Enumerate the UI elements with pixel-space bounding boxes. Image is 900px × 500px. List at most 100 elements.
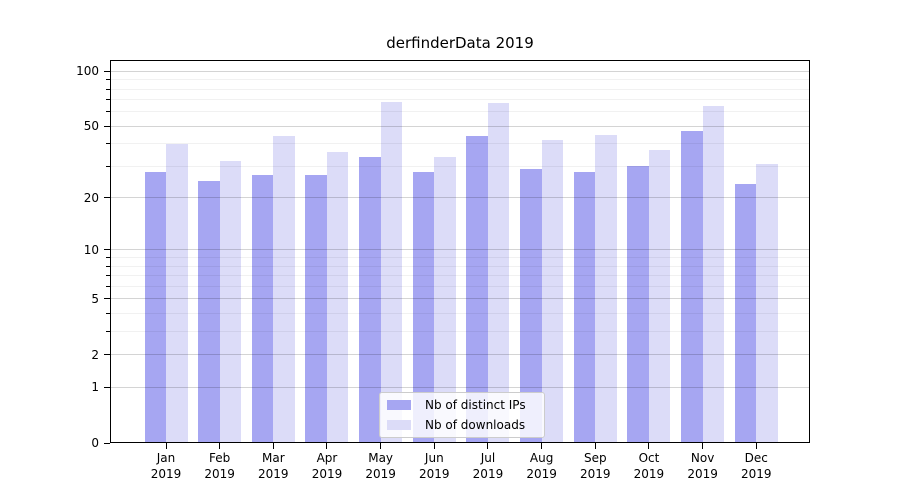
legend: Nb of distinct IPs Nb of downloads <box>379 392 545 438</box>
x-tick-label-month: Aug <box>529 451 554 465</box>
bar-distinct-ips <box>198 180 220 442</box>
x-tick-label-month: Jun <box>424 451 444 465</box>
bar-downloads <box>380 101 403 442</box>
x-tick-label-month: Apr <box>316 451 338 465</box>
x-tick-label-month: Sep <box>583 451 607 465</box>
legend-swatch-distinct-ips <box>387 400 411 411</box>
y-minor-tick <box>106 99 110 101</box>
x-tick <box>165 443 167 449</box>
x-tick-label-year: 2019 <box>687 467 718 481</box>
bar-downloads <box>219 161 242 442</box>
x-tick-label-month: Oct <box>638 451 660 465</box>
bar-distinct-ips <box>251 174 274 442</box>
y-minor-tick <box>106 111 110 113</box>
x-tick-label-year: 2019 <box>258 467 289 481</box>
legend-item-downloads: Nb of downloads <box>387 417 536 434</box>
x-tick-label-month: Mar <box>261 451 285 465</box>
legend-item-distinct-ips: Nb of distinct IPs <box>387 397 536 414</box>
x-tick <box>648 443 650 449</box>
x-tick-label-month: May <box>368 451 394 465</box>
bar-distinct-ips <box>144 171 166 442</box>
legend-label-distinct-ips: Nb of distinct IPs <box>425 398 526 413</box>
x-tick <box>380 443 382 449</box>
y-tick-label: 10 <box>83 242 99 257</box>
x-tick-label: Mar 2019 <box>241 450 305 482</box>
x-tick-label: Oct 2019 <box>617 450 681 482</box>
y-minor-tick <box>106 275 110 276</box>
x-tick-label: Jan 2019 <box>134 450 198 482</box>
x-tick-label: Apr 2019 <box>295 450 359 482</box>
bar-distinct-ips <box>627 166 649 442</box>
x-tick-label: Nov 2019 <box>671 450 735 482</box>
x-tick-label-month: Feb <box>209 451 231 465</box>
bar-distinct-ips <box>305 174 327 442</box>
x-tick-label: Dec 2019 <box>724 450 788 482</box>
x-tick-label: Jun 2019 <box>402 450 466 482</box>
y-minor-tick <box>106 143 110 145</box>
x-tick-label-year: 2019 <box>204 467 235 481</box>
y-tick-label: 5 <box>91 291 99 306</box>
x-tick <box>487 443 489 449</box>
minor-gridline <box>111 88 809 90</box>
x-tick <box>702 443 704 449</box>
bar-downloads <box>702 105 725 442</box>
legend-label-downloads: Nb of downloads <box>425 417 526 432</box>
chart-title: derfinderData 2019 <box>386 34 534 52</box>
y-major-tick <box>104 125 110 127</box>
bar-distinct-ips <box>573 171 596 442</box>
y-major-tick <box>104 70 110 72</box>
x-tick-label-month: Jul <box>480 451 496 465</box>
bar-downloads <box>434 156 456 442</box>
x-tick <box>326 443 328 449</box>
minor-gridline <box>111 79 809 81</box>
x-tick-label: Sep 2019 <box>563 450 627 482</box>
major-gridline <box>111 70 809 72</box>
x-tick <box>541 443 543 449</box>
y-minor-tick <box>106 330 110 332</box>
x-tick-label: May 2019 <box>349 450 413 482</box>
y-major-tick <box>104 354 110 355</box>
x-tick-label-year: 2019 <box>526 467 557 481</box>
bar-distinct-ips <box>520 169 542 442</box>
x-tick <box>219 443 221 449</box>
x-tick-label-year: 2019 <box>311 467 343 481</box>
bar-distinct-ips <box>681 131 703 442</box>
x-tick-label: Feb 2019 <box>188 450 252 482</box>
y-minor-tick <box>106 312 110 314</box>
bar-downloads <box>273 136 295 442</box>
x-tick-label-year: 2019 <box>419 467 450 481</box>
y-tick-label: 2 <box>91 347 99 362</box>
y-minor-tick <box>106 285 110 287</box>
y-minor-tick <box>106 257 110 259</box>
x-tick <box>433 443 435 449</box>
x-tick-label: Jul 2019 <box>456 450 520 482</box>
bar-downloads <box>595 134 617 442</box>
x-tick-label-month: Jan <box>156 451 176 465</box>
x-tick-label-year: 2019 <box>472 467 504 481</box>
y-major-tick <box>104 298 110 300</box>
x-tick-label-year: 2019 <box>150 467 182 481</box>
y-minor-tick <box>106 79 110 81</box>
bar-distinct-ips <box>466 136 488 442</box>
x-tick-label-year: 2019 <box>365 467 396 481</box>
bar-distinct-ips <box>734 183 757 442</box>
y-tick-label: 0 <box>91 436 99 450</box>
minor-gridline <box>111 99 809 101</box>
bar-downloads <box>756 163 778 442</box>
y-tick-label: 20 <box>83 190 99 205</box>
x-tick-label-month: Dec <box>744 451 768 465</box>
x-tick <box>755 443 757 449</box>
y-tick-label: 1 <box>91 380 99 395</box>
bar-distinct-ips <box>412 171 435 442</box>
bar-downloads <box>166 143 188 442</box>
y-major-tick <box>104 442 110 444</box>
bar-downloads <box>326 152 349 442</box>
x-tick <box>272 443 274 449</box>
x-tick-label-year: 2019 <box>740 467 772 481</box>
bar-distinct-ips <box>359 156 381 442</box>
x-tick-label-month: Nov <box>690 451 715 465</box>
bar-downloads <box>487 103 510 442</box>
y-minor-tick <box>106 165 110 167</box>
x-tick <box>594 443 596 449</box>
